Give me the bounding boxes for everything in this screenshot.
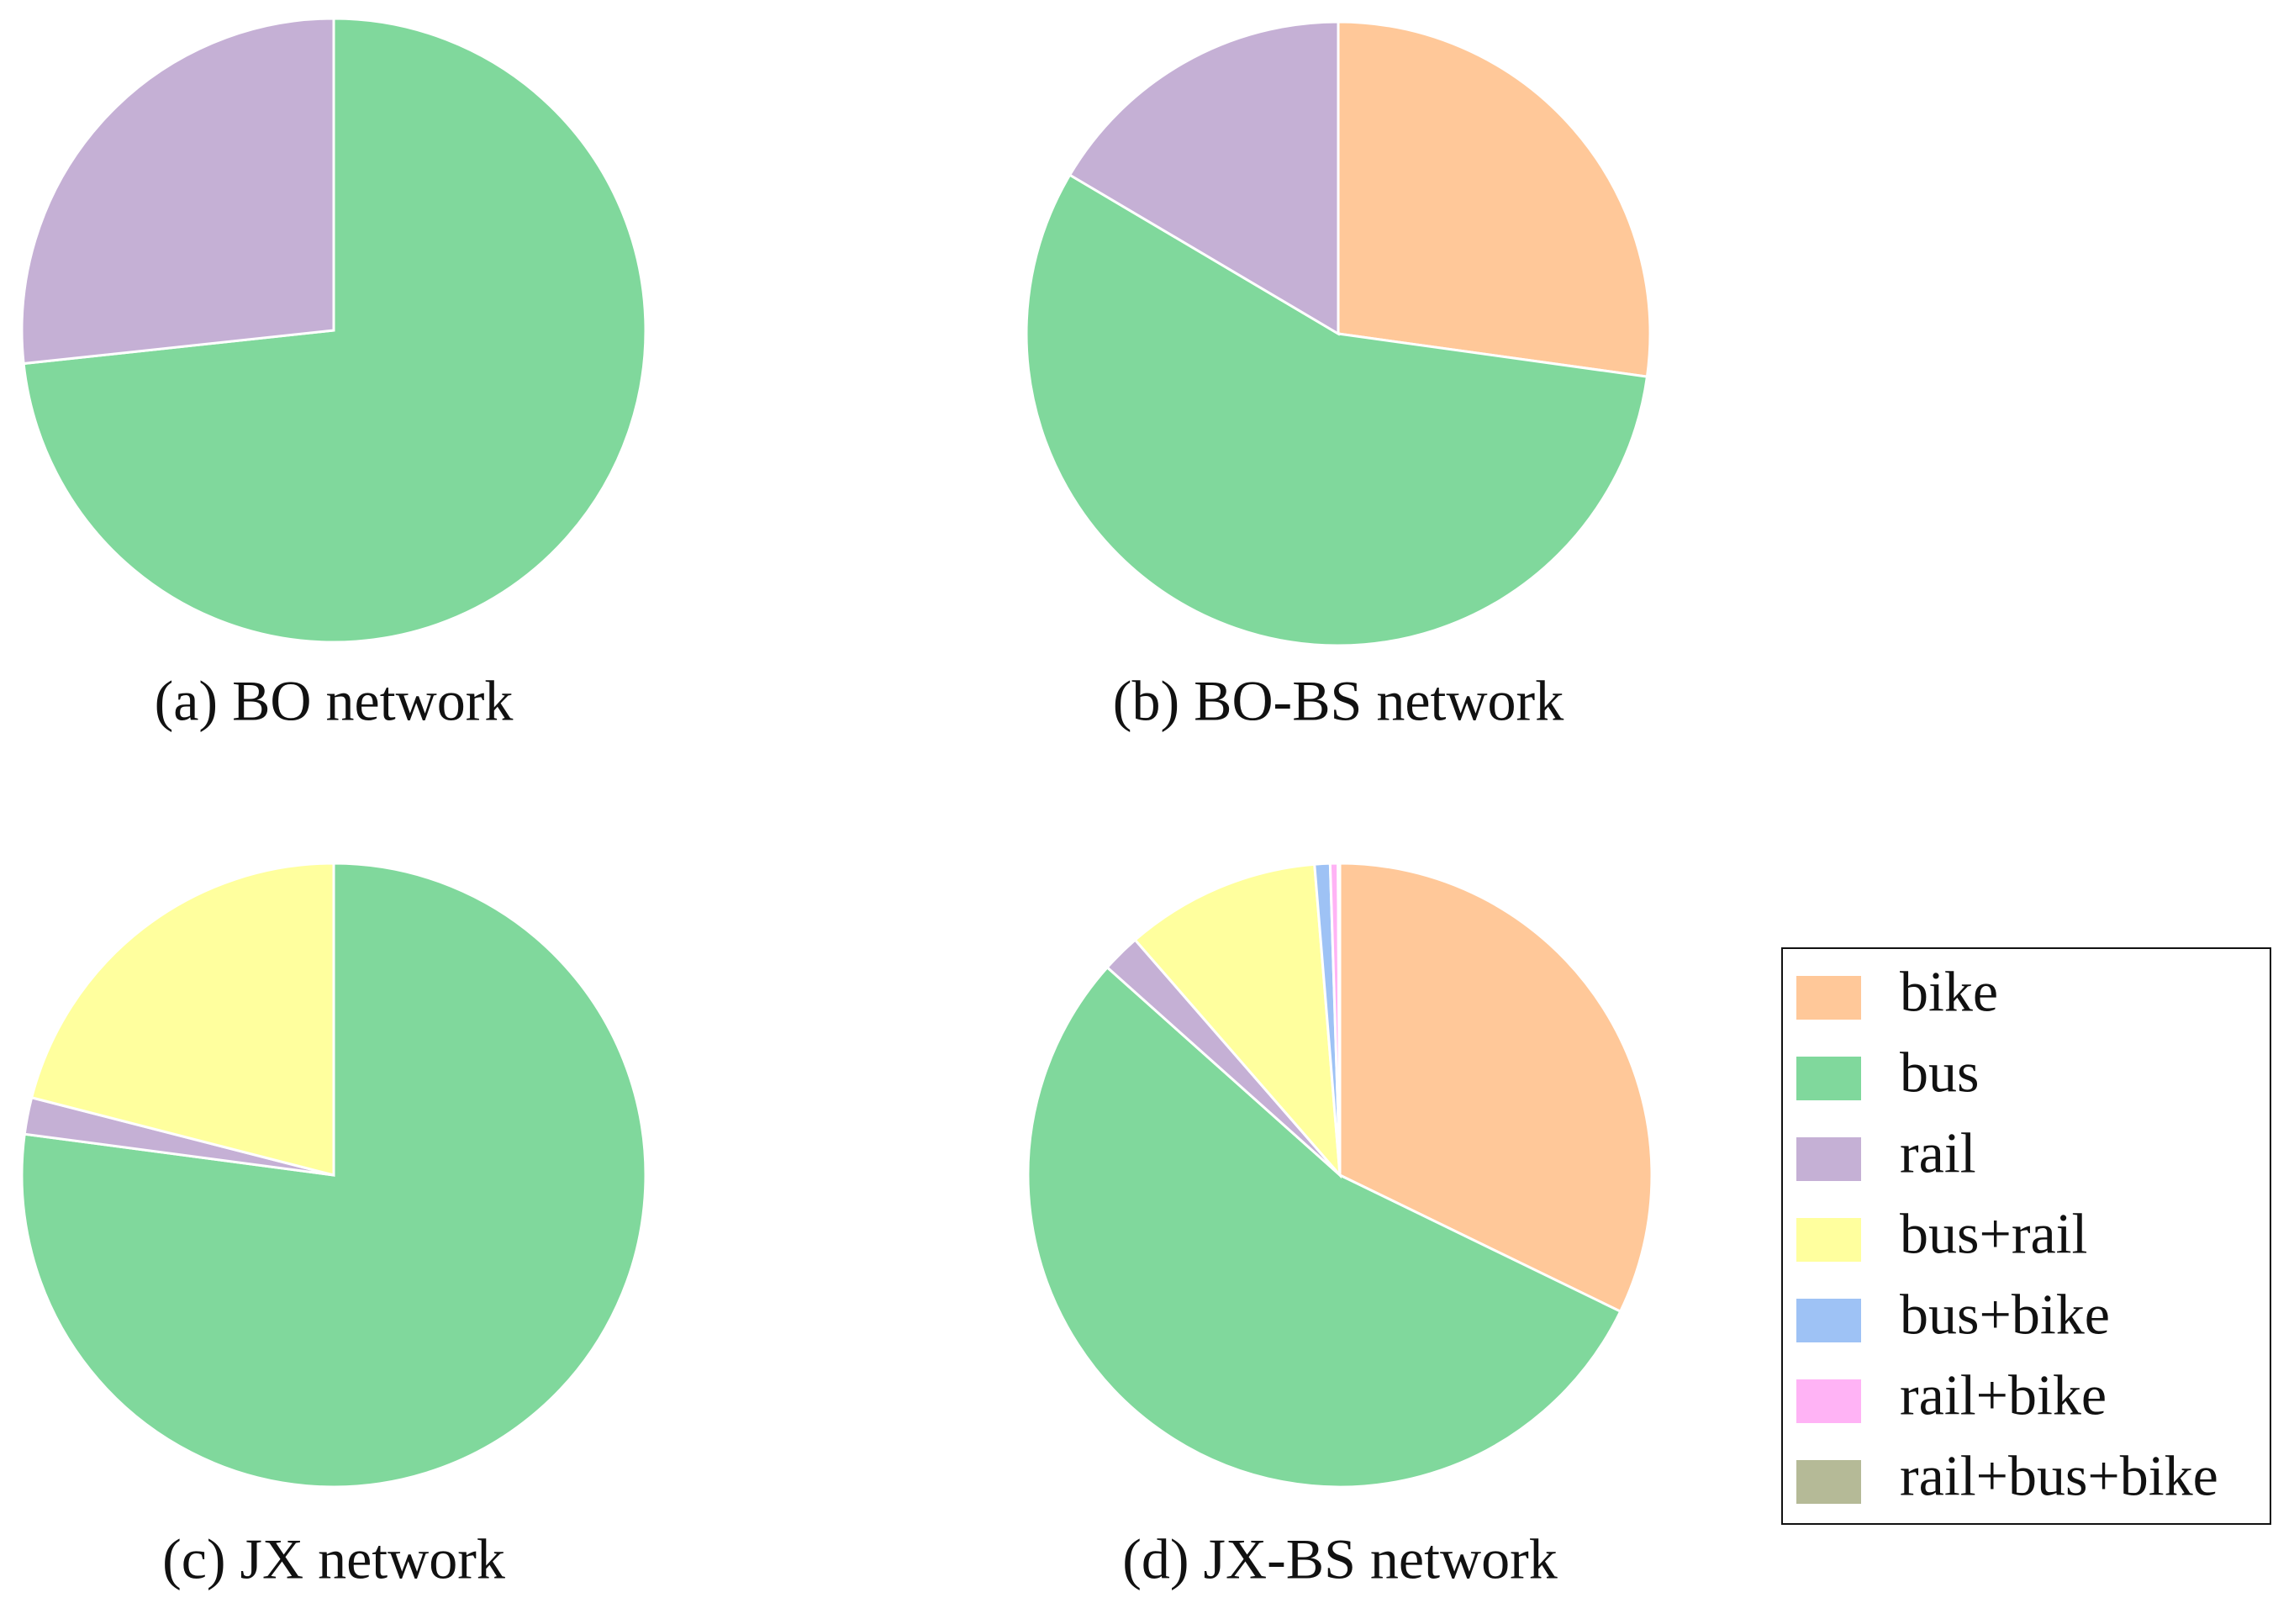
legend-swatch bbox=[1796, 1137, 1861, 1181]
chart-title: (b) BO-BS network bbox=[1113, 669, 1564, 733]
pie-slice bbox=[29, 862, 335, 1177]
legend-label: rail+bus+bike bbox=[1900, 1444, 2218, 1508]
pie-slice bbox=[1337, 20, 1652, 378]
legend-label: bus+bike bbox=[1900, 1283, 2110, 1347]
legend-label: bike bbox=[1900, 960, 1998, 1024]
pie-slice bbox=[1337, 862, 1342, 1176]
chart-title: (a) BO network bbox=[155, 669, 514, 733]
pie-slice bbox=[1025, 173, 1649, 647]
legend-swatch bbox=[1796, 1299, 1861, 1342]
legend-swatch bbox=[1796, 1057, 1861, 1100]
legend-label: bus+rail bbox=[1900, 1202, 2087, 1266]
pie-slice bbox=[1338, 862, 1653, 1314]
pie-slice bbox=[1068, 20, 1340, 336]
chart-title: (d) JX-BS network bbox=[1122, 1527, 1558, 1591]
chart-title: (c) JX network bbox=[162, 1527, 505, 1591]
pie-slice bbox=[20, 862, 647, 1489]
legend-label: rail bbox=[1900, 1121, 1976, 1185]
legend-label: bus bbox=[1900, 1041, 1979, 1105]
legend-swatch bbox=[1796, 1460, 1861, 1504]
legend-swatch bbox=[1796, 1379, 1861, 1423]
legend-label: rail+bike bbox=[1900, 1363, 2107, 1427]
pie-slice bbox=[20, 17, 335, 366]
legend-swatch bbox=[1796, 1218, 1861, 1262]
legend-box bbox=[1781, 947, 2271, 1525]
pie-slice bbox=[1026, 965, 1622, 1489]
legend-swatch bbox=[1796, 976, 1861, 1020]
pie-slice bbox=[1133, 862, 1342, 1179]
